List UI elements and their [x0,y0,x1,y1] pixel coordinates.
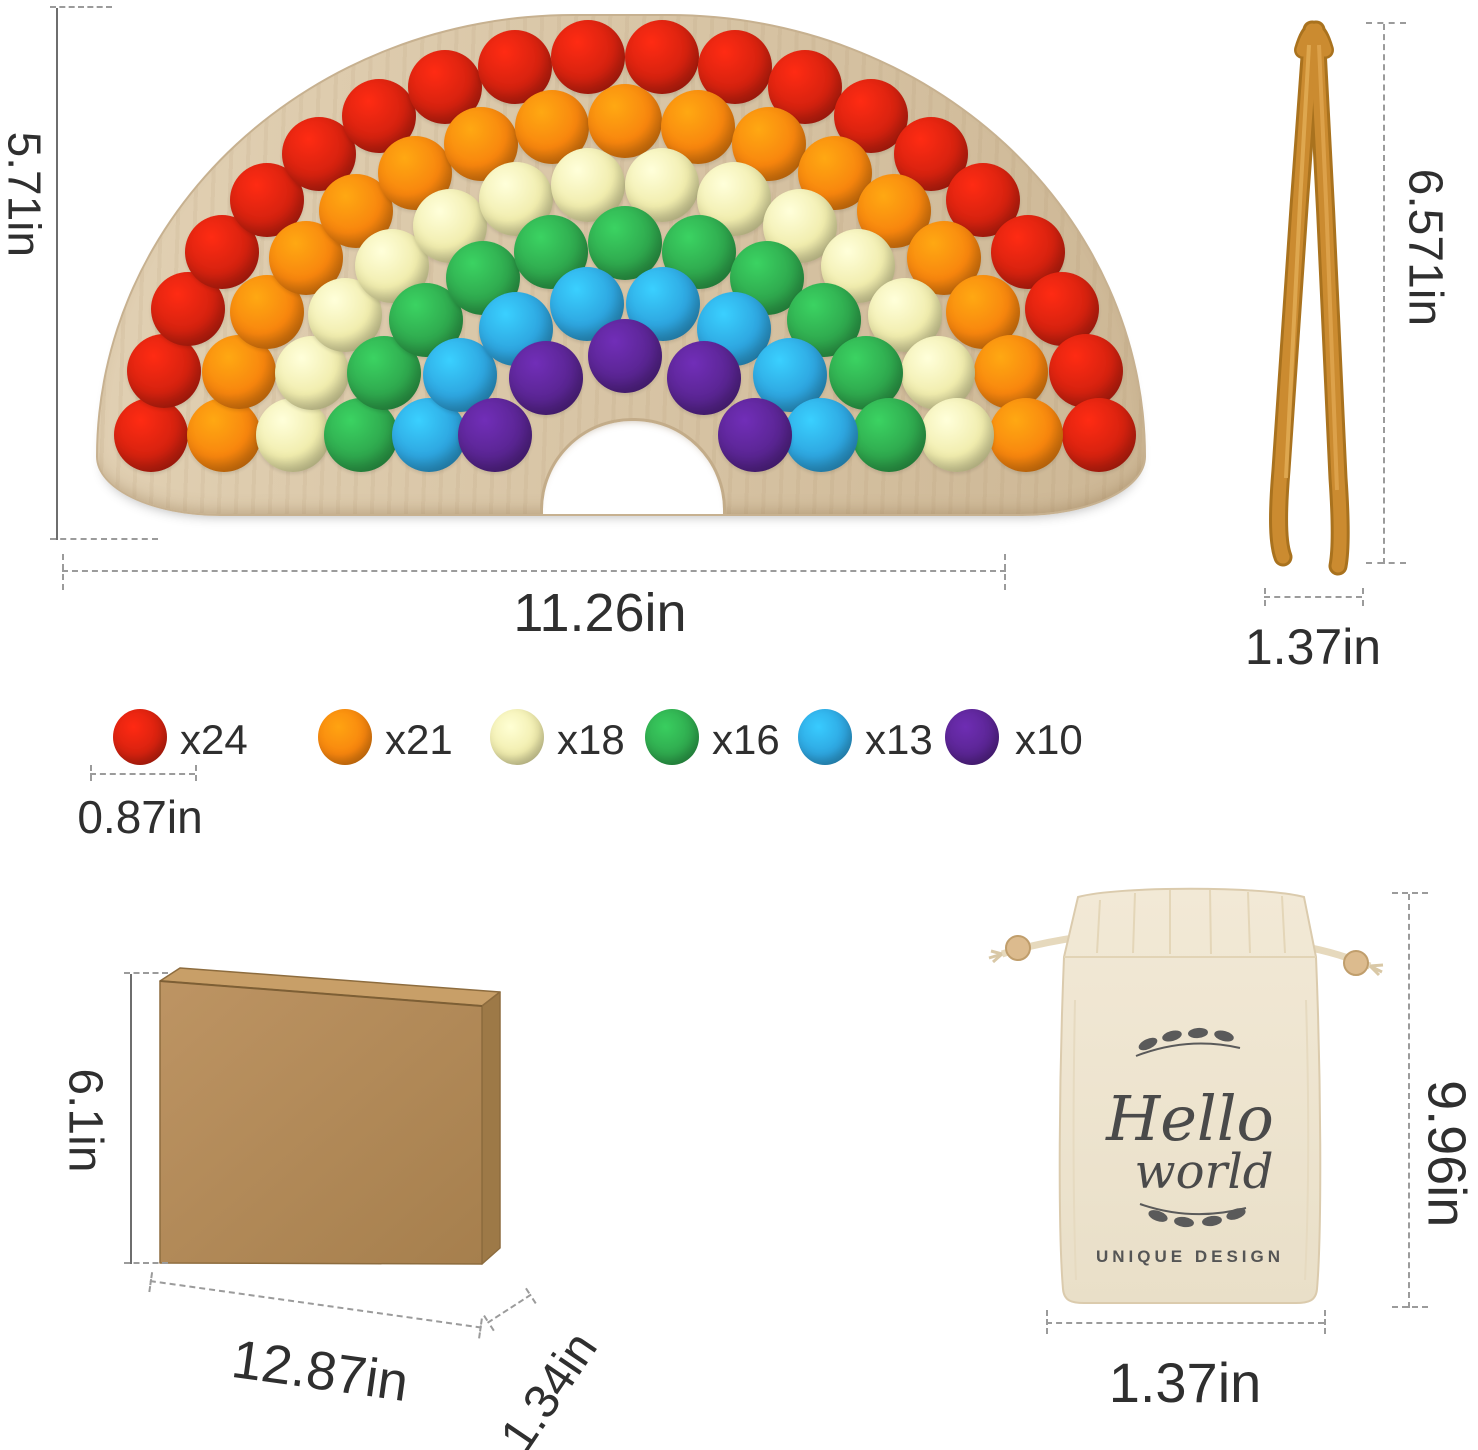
green-count-label: x16 [712,716,780,763]
purple-pom [667,340,742,415]
board-height-bottom-tick [50,538,158,540]
orange-pom [588,84,662,158]
board-width-right-tick [1004,554,1006,590]
yellow-count-label: x18 [557,716,625,763]
board-width-left-tick [62,554,64,590]
purple-pom [588,319,662,393]
box-width-measure-line [148,1272,483,1339]
box-top-face [159,967,501,1007]
bag-print-unique-design-text: UNIQUE DESIGN [1096,1247,1284,1266]
bag-width-right-tick [1324,1310,1326,1334]
red-pom [624,20,699,95]
purple-pom [717,398,792,472]
bag-width-left-tick [1046,1310,1048,1334]
tong-width-label: 1.37in [1244,619,1382,675]
green-pom [324,398,399,472]
drawstring-bead-right [1343,950,1369,976]
bag-print-sprig-bottom [1139,1203,1247,1228]
pom-diameter-left-tick [90,765,92,781]
blue-pom [784,398,859,472]
box-height-label: 6.1in [58,1068,112,1173]
tong-height-label: 6.571in [1398,168,1452,327]
purple-count-label: x10 [1015,716,1083,763]
bag-print-world-text: world [1134,1144,1273,1200]
pom-diameter-label: 0.87in [77,791,203,843]
board-height-top-tick [50,6,112,8]
wooden-tong [1269,20,1350,576]
orange-pom [186,398,261,472]
box-depth-measure-line [483,1287,537,1332]
box-height-measure-line [130,974,132,1264]
pom-diameter-measure-line [90,773,195,775]
red-pom [1061,398,1136,472]
yellow-pom [919,398,994,472]
tong-height-measure-line [1383,24,1385,564]
bag-rope-right [1299,942,1372,970]
red-pom [114,398,189,472]
red-count-label: x24 [180,716,248,763]
purple-pom [458,398,533,472]
tong-height-top-tick [1366,22,1406,24]
wooden-rainbow-board [96,14,1146,516]
tong-width-right-tick [1362,588,1364,606]
box-right-face [481,991,501,1265]
box-front-face [159,980,483,1265]
bag-height-measure-line [1408,894,1410,1308]
canvas-drawstring-bag: Hello world UNIQUE DESIGN [988,887,1384,1304]
box-height-top-tick [124,972,168,974]
bag-width-measure-line [1046,1322,1324,1324]
board-height-measure-line [56,8,58,540]
tong-width-left-tick [1264,588,1266,606]
drawstring-bead-left [1005,935,1031,961]
board-width-label: 11.26in [513,583,687,643]
bag-height-bottom-tick [1392,1306,1428,1308]
red-pom [1048,333,1123,408]
bag-rope-left [1000,933,1081,958]
pom-diameter-right-tick [195,765,197,781]
board-height-label: 5.71in [0,131,51,257]
orange-count-label: x21 [385,716,453,763]
bag-height-label: 9.96in [1416,1080,1477,1228]
tong-height-bottom-tick [1366,562,1406,564]
tong-width-measure-line [1264,596,1362,598]
red-pom [127,333,202,408]
box-height-bottom-tick [124,1262,168,1264]
board-notch [540,418,726,514]
orange-pom [989,398,1064,472]
bag-print-hello-text: Hello [1105,1082,1274,1155]
green-pom-swatch [645,709,699,765]
purple-pom [508,340,583,415]
bag-width-label: 1.37in [1108,1351,1262,1414]
purple-pom-swatch [945,709,999,765]
bag-body [1058,887,1322,1304]
red-pom [551,20,626,95]
blue-count-label: x13 [865,716,933,763]
kraft-box [159,967,501,1265]
yellow-pom [256,398,331,472]
green-pom [588,206,662,280]
bag-height-top-tick [1392,892,1428,894]
yellow-pom-swatch [490,709,544,765]
board-width-measure-line [62,570,1006,572]
orange-pom [974,334,1049,409]
red-pom-swatch [113,709,167,765]
yellow-pom [901,335,976,410]
bag-print-sprig-top [1135,1027,1241,1057]
green-pom [851,398,926,472]
blue-pom-swatch [798,709,852,765]
box-width-label: 12.87in [228,1328,412,1414]
orange-pom-swatch [318,709,372,765]
